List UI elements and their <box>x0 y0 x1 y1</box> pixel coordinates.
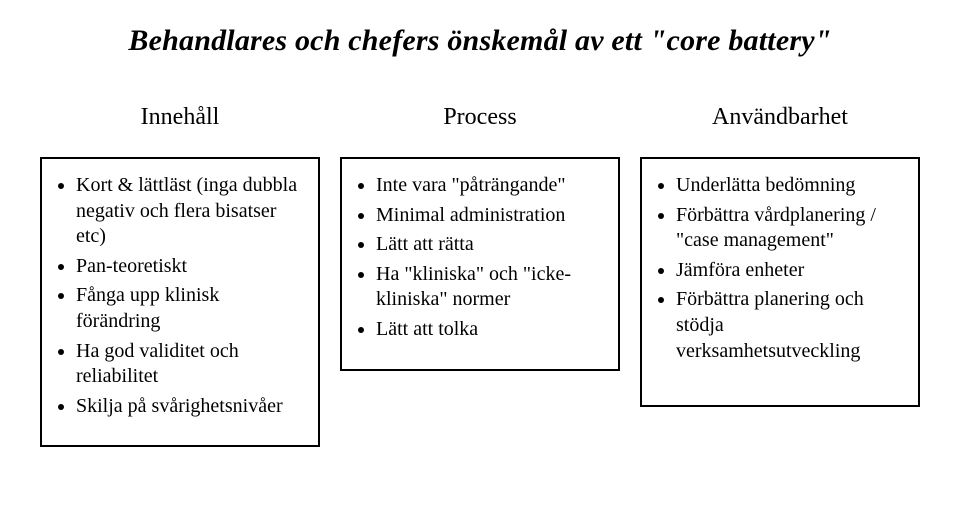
column-box: Underlätta bedömning Förbättra vårdplane… <box>640 157 920 407</box>
list-item: Kort & lättläst (inga dubbla negativ och… <box>76 173 304 250</box>
item-list: Underlätta bedömning Förbättra vårdplane… <box>660 173 904 364</box>
column-innehall: Innehåll Kort & lättläst (inga dubbla ne… <box>40 104 320 494</box>
list-item: Fånga upp klinisk förändring <box>76 283 304 334</box>
column-box: Kort & lättläst (inga dubbla negativ och… <box>40 157 320 447</box>
list-item: Underlätta bedömning <box>676 173 904 199</box>
list-item: Lätt att tolka <box>376 317 604 343</box>
slide: Behandlares och chefers önskemål av ett … <box>0 0 960 524</box>
column-heading: Användbarhet <box>712 104 848 131</box>
list-item: Förbättra vårdplanering / "case manageme… <box>676 203 904 254</box>
column-anvandbarhet: Användbarhet Underlätta bedömning Förbät… <box>640 104 920 494</box>
list-item: Pan-teoretiskt <box>76 254 304 280</box>
list-item: Ha god validitet och reliabilitet <box>76 339 304 390</box>
list-item: Jämföra enheter <box>676 258 904 284</box>
page-title: Behandlares och chefers önskemål av ett … <box>40 24 920 58</box>
item-list: Kort & lättläst (inga dubbla negativ och… <box>60 173 304 419</box>
list-item: Skilja på svårighetsnivåer <box>76 394 304 420</box>
column-box: Inte vara "påträngande" Minimal administ… <box>340 157 620 371</box>
list-item: Inte vara "påträngande" <box>376 173 604 199</box>
column-heading: Process <box>443 104 516 131</box>
item-list: Inte vara "påträngande" Minimal administ… <box>360 173 604 343</box>
list-item: Lätt att rätta <box>376 232 604 258</box>
column-process: Process Inte vara "påträngande" Minimal … <box>340 104 620 494</box>
list-item: Ha "kliniska" och "icke-kliniska" normer <box>376 262 604 313</box>
column-heading: Innehåll <box>141 104 220 131</box>
list-item: Förbättra planering och stödja verksamhe… <box>676 287 904 364</box>
columns-container: Innehåll Kort & lättläst (inga dubbla ne… <box>40 104 920 494</box>
list-item: Minimal administration <box>376 203 604 229</box>
